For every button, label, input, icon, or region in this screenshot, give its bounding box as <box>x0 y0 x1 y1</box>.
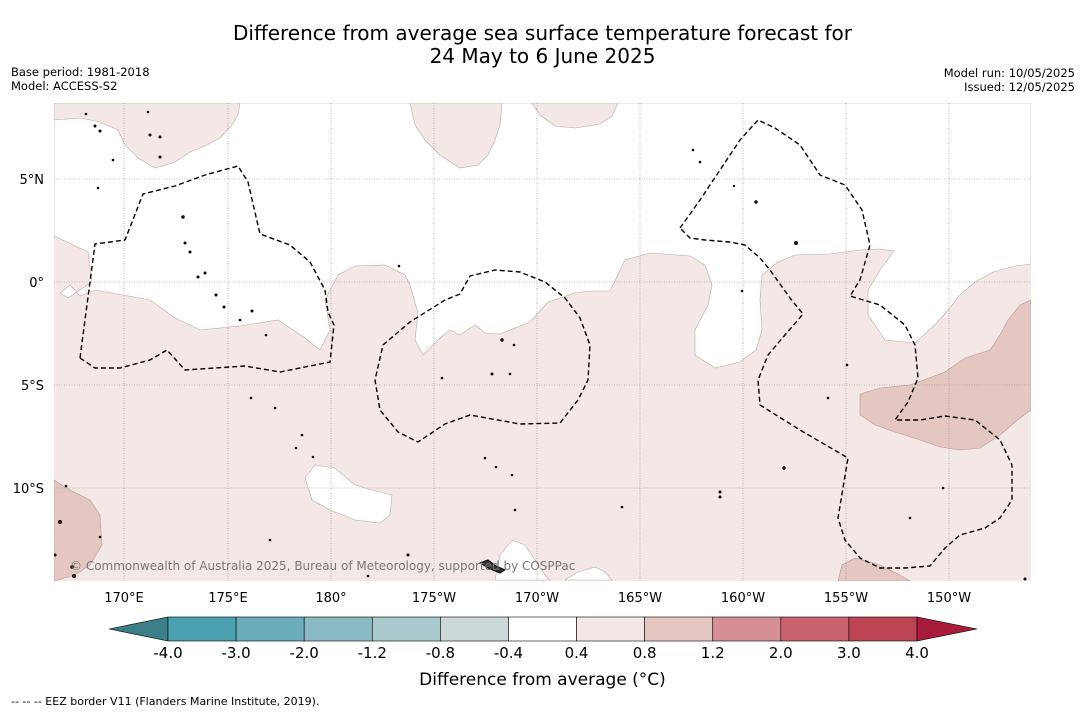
longitude-labels: 170°E 175°E 180° 175°W 170°W 165°W 160°W 155°W 1… <box>104 591 971 606</box>
warm-patches-top <box>54 103 619 169</box>
map-title: Difference from average sea surface temp… <box>0 22 1085 68</box>
colorbar-tick-label: 3.0 <box>837 644 861 662</box>
latitude-label: 5°N <box>20 173 45 188</box>
issued-date: Issued: 12/05/2025 <box>964 80 1075 94</box>
model-run: Model run: 10/05/2025 <box>943 66 1075 80</box>
colorbar-bin <box>440 616 509 642</box>
colorbar-tick-label: 0.8 <box>633 644 657 662</box>
copyright-notice: © Commonwealth of Australia 2025, Bureau… <box>70 559 575 573</box>
colorbar-bin <box>576 616 645 642</box>
colorbar-tick-label: 4.0 <box>905 644 929 662</box>
map-panel: © Commonwealth of Australia 2025, Bureau… <box>54 103 1031 581</box>
colorbar-tick-label: -0.4 <box>494 644 523 662</box>
colorbar-tick-label: 2.0 <box>769 644 793 662</box>
colorbar-tick-label: -0.8 <box>426 644 455 662</box>
longitude-label: 175°E <box>208 591 248 606</box>
islands <box>54 110 1027 581</box>
colorbar-tick-label: -2.0 <box>290 644 319 662</box>
colorbar-bin <box>508 616 577 642</box>
colorbar <box>108 616 978 642</box>
colorbar-bin <box>235 616 305 642</box>
latitude-label: 10°S <box>13 482 44 497</box>
base-period: Base period: 1981-2018 <box>11 65 150 79</box>
near-average-regions <box>54 103 1031 369</box>
latitude-label: 0° <box>29 276 44 291</box>
eez-legend-footnote: -- -- -- EEZ border V11 (Flanders Marine… <box>11 695 320 708</box>
colorbar-bin <box>644 616 714 642</box>
longitude-label: 160°W <box>721 591 765 606</box>
title-line-2: 24 May to 6 June 2025 <box>429 44 656 68</box>
colorbar-bin <box>303 616 373 642</box>
colorbar-tick-labels: -4.0 -3.0 -2.0 -1.2 -0.8 -0.4 0.4 0.8 1.2 2.0 3.0 4… <box>153 644 929 662</box>
title-line-1: Difference from average sea surface temp… <box>232 21 852 45</box>
longitude-label: 155°W <box>824 591 868 606</box>
longitude-label: 150°W <box>927 591 971 606</box>
colorbar-bin <box>371 616 441 642</box>
meta-left: Base period: 1981-2018 Model: ACCESS-S2 <box>11 65 150 93</box>
model-name: Model: ACCESS-S2 <box>11 79 118 93</box>
longitude-label: 170°W <box>515 591 559 606</box>
latitude-labels: 5°N 0° 5°S 10°S <box>13 173 44 497</box>
colorbar-tick-label: -4.0 <box>153 644 182 662</box>
colorbar-bin <box>167 616 237 642</box>
colorbar-tick-label: -1.2 <box>358 644 387 662</box>
colorbar-bin <box>848 616 918 642</box>
latitude-label: 5°S <box>21 379 44 394</box>
colorbar-bin <box>780 616 850 642</box>
colorbar-tick-label: 0.4 <box>565 644 589 662</box>
colorbar-tick-label: 1.2 <box>701 644 725 662</box>
colorbar-extend-low <box>108 616 169 642</box>
colorbar-bin <box>712 616 782 642</box>
map-gridlines <box>54 103 1031 581</box>
meta-right: Model run: 10/05/2025 Issued: 12/05/2025 <box>944 66 1075 94</box>
longitude-label: 180° <box>315 591 346 606</box>
longitude-label: 165°W <box>618 591 662 606</box>
colorbar-title: Difference from average (°C) <box>419 670 666 690</box>
eez-borders <box>79 119 1013 569</box>
colorbar-extend-high <box>916 616 978 642</box>
anomaly-fill-0.8-1.2 <box>54 299 1031 581</box>
longitude-label: 170°E <box>104 591 144 606</box>
longitude-label: 175°W <box>412 591 456 606</box>
near-average-islands <box>304 464 613 581</box>
colorbar-tick-label: -3.0 <box>221 644 250 662</box>
